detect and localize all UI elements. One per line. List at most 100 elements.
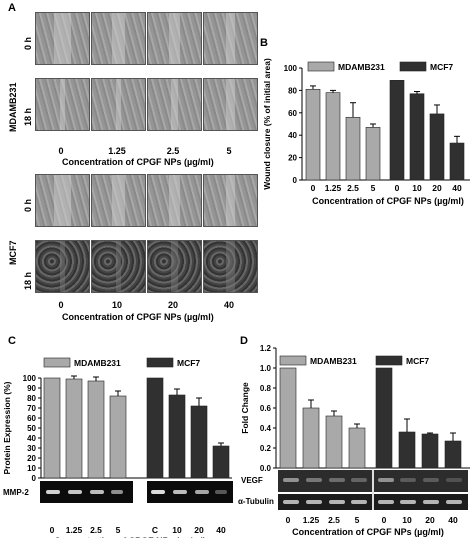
vegf-tubulin-band-6 — [423, 478, 439, 482]
y-axis-title: Fold Change — [240, 382, 250, 434]
bar-mcf7-1 — [168, 394, 186, 479]
x-tick-label: 0 — [395, 183, 400, 193]
mcf7-wound-gap-r1-c3 — [226, 241, 235, 292]
y-tick-label: 100 — [23, 374, 37, 383]
vegf-label: VEGF — [241, 476, 263, 485]
y-tick-label: 10 — [27, 464, 36, 473]
bar-mcf7-3 — [449, 142, 465, 181]
mcf7-micrograph-r0-c0 — [35, 174, 90, 227]
panel-a-bottom-xlabel: Concentration of CPGF NPs (µg/ml) — [62, 312, 214, 322]
vegf-tubulin-band-4 — [378, 478, 394, 482]
mcf7-micrograph-r0-c1 — [91, 174, 146, 227]
x-tick-label: 0 — [382, 515, 387, 525]
bar-mcf7-0 — [375, 367, 393, 469]
y-axis-title: Wound closure (% of initial area) — [262, 58, 272, 190]
legend-swatch-mcf7 — [399, 61, 427, 72]
mdamb-micrograph-r0-c0 — [35, 12, 90, 65]
mdamb-micrograph-r0-c1 — [91, 12, 146, 65]
vegf-tubulin-band-13 — [400, 500, 416, 504]
legend-label-mdamb231: MDAMB231 — [310, 356, 357, 366]
mmp2-blot-mcf7 — [147, 481, 233, 503]
y-tick-label: 40 — [288, 131, 297, 140]
x-tick-label: C — [152, 525, 158, 535]
panel-d-label: D — [240, 335, 248, 347]
panel-a-label: A — [8, 2, 16, 14]
mdamb-wound-gap-r1-c1 — [116, 79, 121, 130]
x-tick-label: 40 — [216, 525, 226, 535]
mdamb-wound-gap-r1-c2 — [171, 79, 178, 130]
y-tick-label: 100 — [284, 64, 298, 73]
y-tick-label: 20 — [27, 454, 36, 463]
x-tick-label: 20 — [194, 525, 204, 535]
y-tick-label: 70 — [27, 404, 36, 413]
bar-mdamb231-1 — [302, 407, 320, 469]
x-tick-label: 5 — [355, 515, 360, 525]
vegf-tubulin-band-3 — [351, 478, 367, 482]
bar-mdamb231-2 — [345, 116, 361, 181]
bar-mcf7-1 — [409, 93, 425, 181]
y-tick-label: 0.6 — [260, 404, 272, 413]
mcf7-tick-2: 20 — [167, 300, 178, 310]
x-tick-label: 2.5 — [90, 525, 102, 535]
panel-a-top-xlabel: Concentration of CPGF NPs (µg/ml) — [62, 157, 214, 167]
bar-mdamb231-1 — [65, 378, 83, 479]
y-tick-label: 50 — [27, 424, 36, 433]
vegf-tubulin-band-7 — [446, 478, 462, 482]
mdamb-micrograph-r1-c1 — [91, 78, 146, 131]
legend-swatch-mcf7 — [146, 357, 174, 368]
panel-b-label: B — [260, 37, 268, 49]
mmp2-band-7 — [215, 490, 227, 494]
bar-mdamb231-1 — [325, 92, 341, 181]
x-tick-label: 1.25 — [66, 525, 83, 535]
vegf-tubulin-band-11 — [351, 500, 367, 504]
mdamb-tick-3: 5 — [226, 146, 232, 156]
mcf7-micrograph-r1-c1 — [91, 240, 146, 293]
mcf7-wound-gap-r0-c3 — [226, 175, 235, 226]
vegf-tubulin-band-8 — [283, 500, 299, 504]
x-tick-label: 1.25 — [303, 515, 320, 525]
mdamb-tick-0: 0 — [58, 146, 64, 156]
y-tick-label: 20 — [288, 154, 297, 163]
x-tick-label: 5 — [371, 183, 376, 193]
bar-mdamb231-2 — [325, 415, 343, 469]
bar-mcf7-2 — [190, 405, 208, 479]
bar-mdamb231-3 — [109, 395, 127, 479]
mcf7-micrograph-r1-c3 — [203, 240, 258, 293]
vegf-tubulin-band-12 — [378, 500, 394, 504]
bar-mcf7-3 — [212, 445, 230, 479]
bar-mdamb231-2 — [87, 380, 105, 479]
vegf-tubulin-band-2 — [329, 478, 345, 482]
mdamb-tick-2: 2.5 — [166, 146, 180, 156]
x-tick-label: 10 — [402, 515, 412, 525]
bar-mdamb231-3 — [365, 127, 381, 181]
x-tick-label: 20 — [425, 515, 435, 525]
vegf-tubulin-band-14 — [423, 500, 439, 504]
mdamb-wound-gap-r1-c3 — [226, 79, 235, 130]
y-axis-title: Protein Expression (%) — [2, 381, 12, 474]
y-tick-label: 0.4 — [260, 424, 272, 433]
y-tick-label: 0 — [32, 474, 37, 483]
x-tick-label: 20 — [432, 183, 442, 193]
x-tick-label: 2.5 — [347, 183, 359, 193]
x-tick-label: 0 — [311, 183, 316, 193]
y-tick-label: 60 — [288, 109, 297, 118]
legend-label-mcf7: MCF7 — [406, 356, 429, 366]
mdamb-micrograph-r0-c3 — [203, 12, 258, 65]
x-axis-title: Concentration of CPGF NPs (µg/ml) — [312, 196, 464, 206]
bar-mdamb231-0 — [43, 377, 61, 479]
x-axis-title: Concentration of CPGF NPs (µg/ml) — [292, 527, 444, 537]
mcf7-wound-gap-r1-c0 — [60, 241, 65, 292]
legend-swatch-mcf7 — [375, 355, 403, 366]
mdamb-micrograph-r0-c2 — [147, 12, 202, 65]
mcf7-0h-label: 0 h — [23, 198, 33, 212]
mcf7-micrograph-r1-c2 — [147, 240, 202, 293]
mmp2-band-6 — [195, 490, 209, 494]
legend-label-mdamb231: MDAMB231 — [338, 62, 385, 72]
mmp2-band-0 — [46, 490, 60, 494]
mdamb-wound-gap-r0-c0 — [54, 13, 71, 64]
mcf7-tick-1: 10 — [111, 300, 122, 310]
mmp2-blot-label: MMP-2 — [3, 488, 29, 497]
vegf-tubulin-band-15 — [446, 500, 462, 504]
y-tick-label: 0.8 — [260, 384, 272, 393]
